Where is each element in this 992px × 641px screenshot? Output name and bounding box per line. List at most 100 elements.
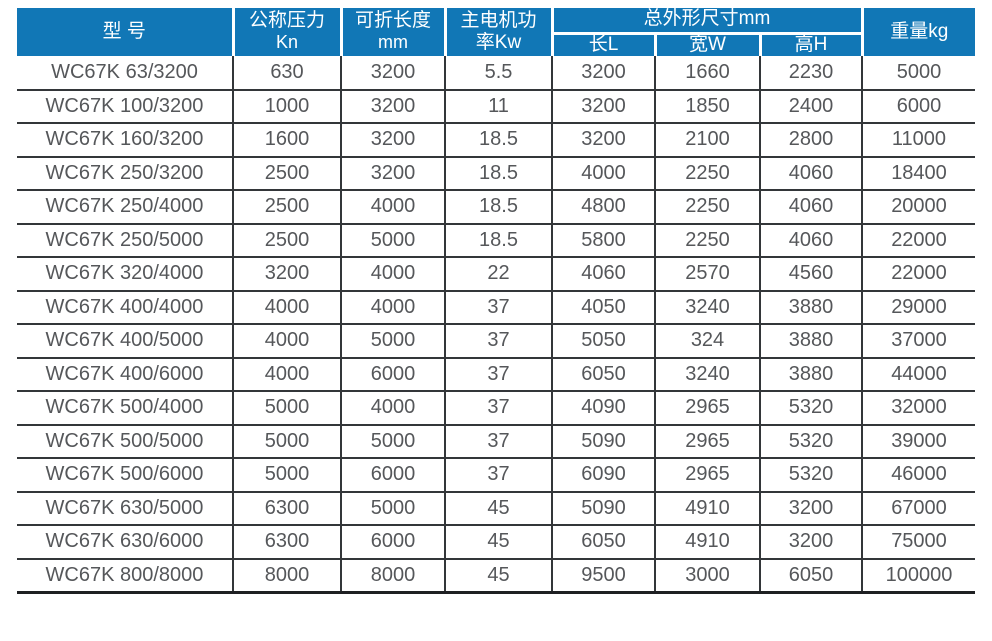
header-motor-power: 主电机功 率Kw [445, 8, 554, 56]
spec-value-cell: 46000 [861, 457, 975, 493]
spec-value-cell: 20000 [861, 189, 975, 225]
table-row: WC67K 63/3200 630 3200 5.5 3200 1660 2230 5000 [17, 56, 975, 91]
spec-value-cell: 39000 [861, 423, 975, 459]
table-row: WC67K 100/3200 1000 3200 11 3200 1850 2400 6000 [17, 88, 975, 124]
spec-value-cell: 2250 [654, 189, 761, 225]
spec-value-cell: 5090 [551, 423, 656, 459]
spec-value-cell: 45 [444, 557, 553, 594]
spec-value-cell: 5000 [232, 457, 342, 493]
spec-value-cell: 37 [444, 423, 553, 459]
spec-value-cell: 2500 [232, 155, 342, 191]
spec-value-cell: 6000 [340, 356, 446, 392]
spec-value-cell: 37 [444, 356, 553, 392]
model-cell: WC67K 250/3200 [17, 155, 234, 191]
table-row: WC67K 250/3200 2500 3200 18.5 4000 2250 4060 18… [17, 155, 975, 191]
spec-value-cell: 6300 [232, 490, 342, 526]
header-dim-width: 宽W [655, 33, 762, 56]
spec-value-cell: 18.5 [444, 122, 553, 158]
model-cell: WC67K 800/8000 [17, 557, 234, 594]
spec-value-cell: 2570 [654, 256, 761, 292]
header-fold-length-unit: mm [378, 32, 408, 53]
header-weight: 重量kg [862, 8, 975, 56]
spec-value-cell: 37 [444, 289, 553, 325]
table-row: WC67K 500/5000 5000 5000 37 5090 2965 5320 3900… [17, 423, 975, 459]
spec-value-cell: 3200 [340, 88, 446, 124]
spec-value-cell: 5000 [232, 390, 342, 426]
spec-value-cell: 45 [444, 490, 553, 526]
spec-value-cell: 6050 [551, 356, 656, 392]
header-overall-dimensions-group: 总外形尺寸mm [552, 8, 864, 35]
header-nominal-pressure-cn: 公称压力 [248, 10, 325, 32]
spec-value-cell: 5800 [551, 222, 656, 258]
model-cell: WC67K 400/5000 [17, 323, 234, 359]
spec-value-cell: 1600 [232, 122, 342, 158]
header-model: 型 号 [17, 8, 235, 56]
spec-value-cell: 37000 [861, 323, 975, 359]
spec-value-cell: 9500 [551, 557, 656, 594]
header-motor-power-cn-1: 主电机功 [460, 9, 537, 31]
spec-value-cell: 18400 [861, 155, 975, 191]
spec-value-cell: 4000 [340, 256, 446, 292]
table-row: WC67K 400/4000 4000 4000 37 4050 3240 3880 2900… [17, 289, 975, 325]
spec-value-cell: 8000 [232, 557, 342, 594]
header-fold-length: 可折长度 mm [341, 8, 447, 56]
spec-value-cell: 4000 [340, 289, 446, 325]
model-cell: WC67K 250/4000 [17, 189, 234, 225]
model-cell: WC67K 160/3200 [17, 122, 234, 158]
header-nominal-pressure: 公称压力 Kn [233, 8, 343, 56]
spec-value-cell: 37 [444, 323, 553, 359]
model-cell: WC67K 320/4000 [17, 256, 234, 292]
spec-value-cell: 5000 [340, 222, 446, 258]
table-row: WC67K 250/5000 2500 5000 18.5 5800 2250 4060 22… [17, 222, 975, 258]
spec-value-cell: 6090 [551, 457, 656, 493]
spec-value-cell: 11000 [861, 122, 975, 158]
model-cell: WC67K 500/6000 [17, 457, 234, 493]
spec-value-cell: 44000 [861, 356, 975, 392]
spec-value-cell: 3200 [551, 56, 656, 91]
spec-value-cell: 2965 [654, 390, 761, 426]
table-header: 型 号 公称压力 Kn 可折长度 mm 主电机功 [17, 8, 975, 56]
spec-value-cell: 6300 [232, 524, 342, 560]
spec-value-cell: 1000 [232, 88, 342, 124]
header-overall-dimensions-label: 总外形尺寸mm [643, 8, 771, 30]
header-model-label: 型 号 [102, 20, 146, 42]
spec-value-cell: 3240 [654, 289, 761, 325]
model-cell: WC67K 63/3200 [17, 56, 234, 91]
model-cell: WC67K 630/6000 [17, 524, 234, 560]
spec-value-cell: 4000 [232, 289, 342, 325]
model-cell: WC67K 400/6000 [17, 356, 234, 392]
spec-value-cell: 4060 [759, 189, 863, 225]
spec-value-cell: 45 [444, 524, 553, 560]
spec-table: 型 号 公称压力 Kn 可折长度 mm 主电机功 [17, 8, 975, 594]
spec-value-cell: 3200 [759, 524, 863, 560]
table-row: WC67K 800/8000 8000 8000 45 9500 3000 6050 1000… [17, 557, 975, 594]
table-row: WC67K 250/4000 2500 4000 18.5 4800 2250 4060 20… [17, 189, 975, 225]
spec-value-cell: 5000 [340, 490, 446, 526]
spec-value-cell: 37 [444, 457, 553, 493]
spec-value-cell: 5320 [759, 423, 863, 459]
header-weight-label: 重量kg [890, 20, 949, 42]
table-row: WC67K 400/6000 4000 6000 37 6050 3240 3880 4400… [17, 356, 975, 392]
spec-value-cell: 4000 [340, 390, 446, 426]
spec-value-cell: 2800 [759, 122, 863, 158]
spec-value-cell: 4090 [551, 390, 656, 426]
spec-value-cell: 22000 [861, 256, 975, 292]
spec-value-cell: 3880 [759, 356, 863, 392]
spec-value-cell: 2500 [232, 189, 342, 225]
spec-value-cell: 3240 [654, 356, 761, 392]
spec-value-cell: 3200 [232, 256, 342, 292]
spec-value-cell: 22 [444, 256, 553, 292]
spec-value-cell: 6050 [551, 524, 656, 560]
table-row: WC67K 630/5000 6300 5000 45 5090 4910 3200 6700… [17, 490, 975, 526]
spec-value-cell: 32000 [861, 390, 975, 426]
spec-value-cell: 6000 [340, 457, 446, 493]
spec-value-cell: 5000 [340, 423, 446, 459]
table-row: WC67K 630/6000 6300 6000 45 6050 4910 3200 7500… [17, 524, 975, 560]
spec-value-cell: 3000 [654, 557, 761, 594]
spec-value-cell: 2250 [654, 155, 761, 191]
spec-value-cell: 1660 [654, 56, 761, 91]
spec-value-cell: 67000 [861, 490, 975, 526]
spec-value-cell: 4560 [759, 256, 863, 292]
spec-value-cell: 11 [444, 88, 553, 124]
